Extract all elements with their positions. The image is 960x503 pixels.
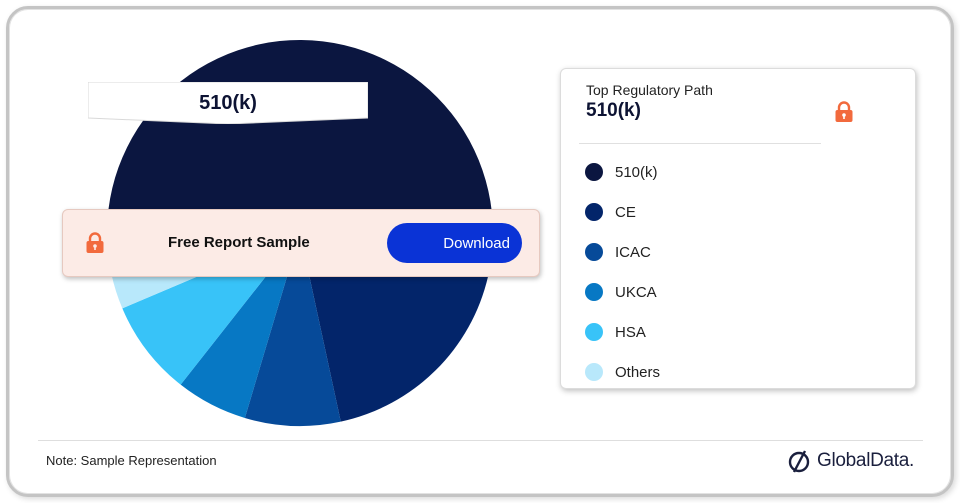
legend-swatch bbox=[585, 243, 603, 261]
brand: GlobalData. bbox=[787, 448, 914, 474]
legend-item: HSA bbox=[585, 312, 660, 352]
legend-swatch bbox=[585, 203, 603, 221]
legend-item-label: ICAC bbox=[615, 243, 651, 261]
download-button[interactable]: Download bbox=[387, 223, 522, 263]
legend-item: 510(k) bbox=[585, 152, 660, 192]
lock-icon bbox=[86, 232, 104, 253]
legend-swatch bbox=[585, 363, 603, 381]
legend-swatch bbox=[585, 323, 603, 341]
legend-item: Others bbox=[585, 352, 660, 392]
legend-swatch bbox=[585, 163, 603, 181]
pie-slice-ce bbox=[300, 233, 489, 422]
legend-item-label: UKCA bbox=[615, 283, 657, 301]
pie-callout: 510(k) bbox=[88, 82, 368, 124]
free-report-text: Free Report Sample bbox=[168, 234, 310, 251]
legend-item-label: 510(k) bbox=[615, 163, 658, 181]
pie-slice-ukca bbox=[180, 233, 300, 418]
pie-slice-icac bbox=[244, 233, 341, 427]
legend-swatch bbox=[585, 283, 603, 301]
pie-callout-label: 510(k) bbox=[199, 92, 257, 114]
lock-icon bbox=[835, 101, 853, 122]
legend-item-label: HSA bbox=[615, 323, 646, 341]
legend-title: Top Regulatory Path bbox=[586, 82, 713, 98]
legend-item: CE bbox=[585, 192, 660, 232]
legend-item-label: Others bbox=[615, 363, 661, 381]
globaldata-logo-icon bbox=[788, 450, 810, 473]
legend-list: 510(k) CE ICAC UKCA HSA Others bbox=[585, 152, 660, 392]
legend-item: UKCA bbox=[585, 272, 660, 312]
footer-note: Note: Sample Representation bbox=[46, 453, 217, 468]
legend-divider bbox=[579, 143, 821, 144]
free-report-banner: Free Report Sample Download bbox=[62, 209, 540, 277]
footer-divider bbox=[38, 440, 923, 441]
legend-item: ICAC bbox=[585, 232, 660, 272]
legend-panel: Top Regulatory Path 510(k) 510(k) CE ICAC U… bbox=[560, 68, 916, 389]
brand-name: GlobalData. bbox=[817, 450, 915, 471]
legend-item-label: CE bbox=[615, 203, 636, 221]
legend-selected: 510(k) bbox=[586, 100, 641, 121]
